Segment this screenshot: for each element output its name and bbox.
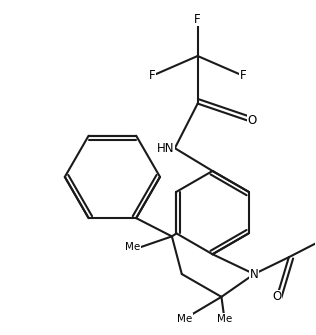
Text: Me: Me xyxy=(177,314,192,324)
Text: F: F xyxy=(149,69,155,82)
Text: Me: Me xyxy=(125,242,140,252)
Text: O: O xyxy=(272,290,282,304)
Text: Me: Me xyxy=(217,314,232,324)
Text: O: O xyxy=(247,114,257,127)
Text: N: N xyxy=(250,268,258,280)
Text: HN: HN xyxy=(157,142,175,155)
Text: F: F xyxy=(240,69,246,82)
Text: F: F xyxy=(194,13,201,26)
